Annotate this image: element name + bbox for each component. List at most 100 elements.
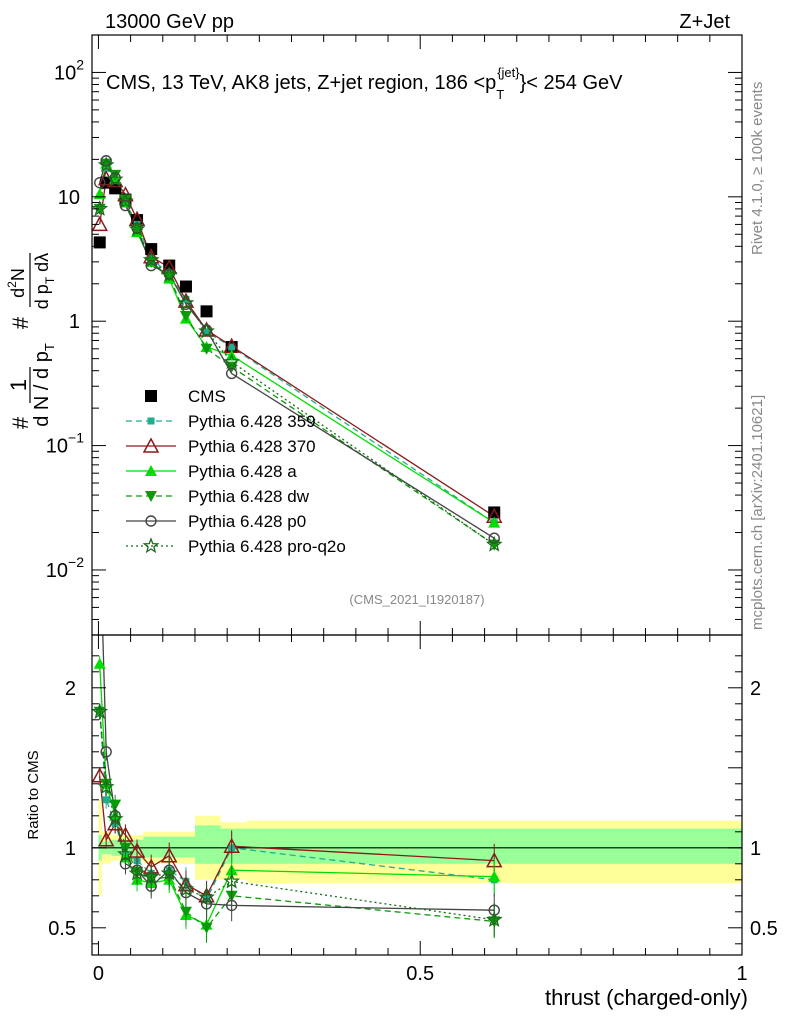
legend-label-cms: CMS	[188, 387, 226, 406]
point-pythia-6-428-pro-q2o	[177, 294, 195, 311]
point-pythia-6-428-pro-q2o	[117, 192, 134, 209]
legend-label-pythia-6-428-p0: Pythia 6.428 p0	[188, 512, 306, 531]
legend-label-pythia-6-428-359: Pythia 6.428 359	[188, 412, 316, 431]
ratio-point-pythia-6-428-pro-q2o	[128, 864, 146, 881]
svg-text:d N / d pT: d N / d pT	[31, 343, 57, 427]
ratio-y-tick-label-right: 0.5	[750, 918, 778, 940]
mcplots-label: mcplots.cern.ch [arXiv:2401.10621]	[749, 395, 766, 630]
point-pythia-6-428-359	[203, 328, 211, 336]
legend-marker-pythia-6-428-p0	[145, 515, 157, 527]
ratio-point-pythia-6-428-dw	[109, 799, 122, 811]
analysis-tag: (CMS_2021_I1920187)	[349, 592, 484, 607]
point-pythia-6-428-p0	[488, 532, 500, 544]
ratio-point-pythia-6-428-pro-q2o	[177, 880, 195, 897]
legend-marker-cms	[145, 390, 157, 402]
point-cms	[488, 506, 501, 519]
legend: CMS Pythia 6.428 359 Pythia 6.428 370 Pythi…	[126, 387, 346, 556]
y-tick-label: 10−1	[46, 430, 84, 458]
svg-text:#: #	[8, 416, 33, 429]
main-ylabel: # 1 d N / d pT # d2N d pT dλ	[5, 253, 57, 429]
point-pythia-6-428-p0	[119, 199, 132, 212]
point-pythia-6-428-a	[488, 516, 501, 528]
legend-marker-pythia-6-428-359	[147, 417, 155, 425]
legend-marker-pythia-6-428-pro-q2o	[142, 537, 160, 554]
point-pythia-6-428-pro-q2o	[198, 322, 215, 339]
ratio-point-pythia-6-428-dw	[200, 922, 213, 934]
svg-text:d pT dλ: d pT dλ	[32, 253, 57, 309]
ratio-line-pythia-6-428-pro-q2o	[99, 711, 495, 921]
point-pythia-6-428-359	[228, 343, 236, 351]
ratio-point-pythia-6-428-370	[128, 842, 146, 858]
y-tick-label: 1	[69, 311, 80, 333]
y-tick-label: 10−2	[46, 554, 84, 582]
rivet-label: Rivet 4.1.0, ≥ 100k events	[749, 82, 766, 255]
point-pythia-6-428-p0	[180, 298, 192, 310]
ratio-point-pythia-6-428-pro-q2o	[198, 888, 215, 905]
ratio-point-pythia-6-428-dw	[179, 906, 192, 918]
point-cms	[200, 305, 213, 318]
ratio-point-pythia-6-428-a	[93, 657, 106, 669]
ratio-y-tick-label-right: 1	[750, 838, 761, 860]
series-line-pythia-6-428-a	[99, 161, 495, 524]
legend-marker-pythia-6-428-370	[142, 437, 160, 453]
y-tick-label: 10	[58, 187, 80, 209]
point-pythia-6-428-p0	[145, 259, 157, 272]
svg-text:d2N: d2N	[5, 268, 28, 298]
ratio-ylabel: Ratio to CMS	[25, 750, 42, 839]
point-pythia-6-428-pro-q2o	[97, 156, 115, 173]
point-pythia-6-428-p0	[225, 367, 238, 380]
legend-label-pythia-6-428-370: Pythia 6.428 370	[188, 437, 316, 456]
series-line-pythia-6-428-370	[99, 177, 495, 517]
point-pythia-6-428-pro-q2o	[485, 535, 503, 552]
ratio-point-pythia-6-428-370	[223, 837, 240, 853]
main-title: CMS, 13 TeV, AK8 jets, Z+jet region, 186…	[106, 65, 623, 102]
ratio-point-pythia-6-428-359	[102, 796, 110, 804]
ratio-point-pythia-6-428-370	[92, 767, 108, 783]
ratio-y-tick-label: 0.5	[48, 918, 76, 940]
legend-marker-pythia-6-428-a	[145, 465, 157, 476]
point-cms	[163, 259, 176, 272]
ratio-frame	[91, 634, 743, 956]
ratio-point-pythia-6-428-pro-q2o	[223, 872, 241, 889]
point-pythia-6-428-p0	[94, 176, 106, 189]
y-tick-label: 102	[54, 56, 84, 84]
ratio-point-pythia-6-428-pro-q2o	[106, 810, 124, 827]
ratio-line-pythia-6-428-dw	[99, 711, 495, 929]
x-tick-label: 0	[93, 963, 104, 985]
point-pythia-6-428-dw	[100, 158, 113, 170]
series-line-pythia-6-428-359	[99, 166, 495, 524]
ratio-point-pythia-6-428-pro-q2o	[97, 778, 115, 795]
ratio-point-pythia-6-428-pro-q2o	[485, 910, 503, 927]
legend-label-pythia-6-428-a: Pythia 6.428 a	[188, 462, 297, 481]
point-pythia-6-428-pro-q2o	[91, 200, 109, 216]
x-tick-label: 0.5	[406, 963, 434, 985]
point-pythia-6-428-pro-q2o	[160, 266, 178, 283]
ratio-y-tick-label-right: 2	[750, 678, 761, 700]
header-right: Z+Jet	[679, 11, 730, 33]
point-pythia-6-428-dw	[109, 169, 122, 181]
ratio-point-pythia-6-428-370	[97, 831, 115, 847]
point-pythia-6-428-dw	[163, 271, 176, 283]
ratio-point-pythia-6-428-p0	[95, 523, 105, 533]
ratio-point-pythia-6-428-pro-q2o	[142, 867, 160, 884]
series-line-pythia-6-428-p0	[99, 158, 495, 539]
ratio-point-pythia-6-428-pro-q2o	[117, 845, 134, 862]
ratio-y-tick-label: 1	[65, 838, 76, 860]
svg-text:1: 1	[6, 379, 31, 391]
point-pythia-6-428-dw	[179, 311, 192, 323]
point-cms	[179, 280, 192, 293]
point-pythia-6-428-p0	[100, 155, 112, 167]
ratio-line-pythia-6-428-a	[99, 663, 495, 926]
point-pythia-6-428-dw	[200, 343, 213, 355]
uncertainty-band-inner	[194, 825, 221, 864]
x-tick-label: 1	[736, 963, 747, 985]
point-cms	[93, 236, 106, 249]
legend-marker-pythia-6-428-dw	[145, 491, 157, 502]
header-left: 13000 GeV pp	[105, 11, 234, 33]
legend-label-pythia-6-428-pro-q2o: Pythia 6.428 pro-q2o	[188, 537, 346, 556]
point-pythia-6-428-pro-q2o	[223, 353, 241, 370]
ratio-point-pythia-6-428-p0	[225, 899, 238, 912]
ratio-point-pythia-6-428-pro-q2o	[92, 702, 109, 719]
point-pythia-6-428-pro-q2o	[106, 170, 124, 187]
